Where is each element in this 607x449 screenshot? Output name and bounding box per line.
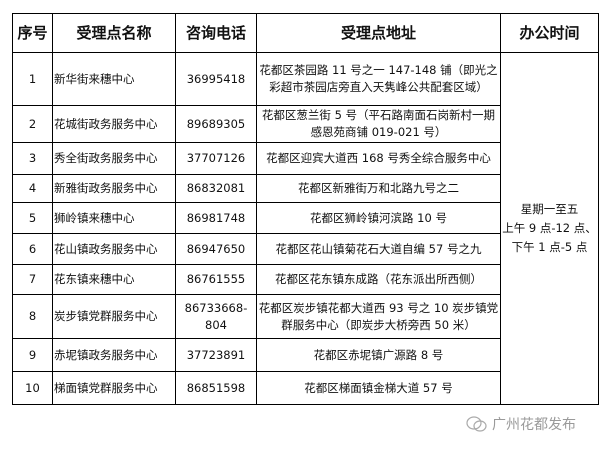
row-name: 梯面镇党群服务中心 <box>52 371 176 405</box>
row-name: 狮岭镇来穗中心 <box>52 202 176 234</box>
row-address: 花都区葱兰街 5 号（平石路南面石岗新村一期感恩苑商铺 019-021 号） <box>256 105 501 143</box>
row-address: 花都区茶园路 11 号之一 147-148 铺（即光之彩超市茶园店旁直入天隽峰公… <box>256 52 501 106</box>
row-address: 花都区梯面镇金梯大道 57 号 <box>256 371 501 405</box>
row-name: 新雅街政务服务中心 <box>52 174 176 203</box>
row-no: 6 <box>12 233 53 265</box>
row-address: 花都区狮岭镇河滨路 10 号 <box>256 202 501 234</box>
row-address: 花都区花东镇东成路（花东派出所西侧） <box>256 264 501 295</box>
row-phone: 86733668-804 <box>175 294 257 339</box>
row-address: 花都区花山镇菊花石大道自编 57 号之九 <box>256 233 501 265</box>
office-hours-line: 上午 9 点-12 点、 <box>502 221 597 235</box>
wechat-icon <box>466 416 487 432</box>
row-no: 3 <box>12 142 53 175</box>
row-no: 4 <box>12 174 53 203</box>
row-phone: 86832081 <box>175 174 257 203</box>
row-no: 9 <box>12 338 53 372</box>
watermark: 广州花都发布 <box>466 414 576 434</box>
table-row: 8 炭步镇党群服务中心 86733668-804 花都区炭步镇花都大道西 93 号之 … <box>12 294 599 339</box>
table-row: 1 新华街来穗中心 36995418 花都区茶园路 11 号之一 147-148 铺（… <box>12 52 599 405</box>
row-phone: 86761555 <box>175 264 257 295</box>
row-name: 花山镇政务服务中心 <box>52 233 176 265</box>
table-row: 10 梯面镇党群服务中心 86851598 花都区梯面镇金梯大道 57 号 <box>12 371 599 405</box>
row-phone: 89689305 <box>175 105 257 143</box>
row-name: 炭步镇党群服务中心 <box>52 294 176 339</box>
header-phone: 咨询电话 <box>175 13 257 53</box>
row-address: 花都区炭步镇花都大道西 93 号之 10 炭步镇党群服务中心（即炭步大桥旁西 5… <box>256 294 501 339</box>
watermark-text: 广州花都发布 <box>492 417 576 433</box>
table-row: 6 花山镇政务服务中心 86947650 花都区花山镇菊花石大道自编 57 号之九 <box>12 233 599 265</box>
table-row: 9 赤坭镇政务服务中心 37723891 花都区赤坭镇广源路 8 号 <box>12 338 599 372</box>
row-address: 花都区迎宾大道西 168 号秀全综合服务中心 <box>256 142 501 175</box>
row-phone: 86947650 <box>175 233 257 265</box>
row-phone: 37723891 <box>175 338 257 372</box>
service-points-table: 序号 受理点名称 咨询电话 受理点地址 办公时间 1 新华街来穗中心 3699541… <box>12 13 599 405</box>
office-hours-line: 星期一至五 <box>520 202 579 216</box>
header-name: 受理点名称 <box>52 13 176 53</box>
row-no: 8 <box>12 294 53 339</box>
row-no: 5 <box>12 202 53 234</box>
header-no: 序号 <box>12 13 53 53</box>
office-hours-line: 下午 1 点-5 点 <box>511 240 588 254</box>
table-row: 3 秀全街政务服务中心 37707126 花都区迎宾大道西 168 号秀全综合服务中心 <box>12 142 599 175</box>
row-name: 新华街来穗中心 <box>52 52 176 106</box>
header-address: 受理点地址 <box>256 13 501 53</box>
row-address: 花都区新雅街万和北路九号之二 <box>256 174 501 203</box>
table-row: 4 新雅街政务服务中心 86832081 花都区新雅街万和北路九号之二 <box>12 174 599 203</box>
row-name: 赤坭镇政务服务中心 <box>52 338 176 372</box>
row-no: 10 <box>12 371 53 405</box>
header-hours: 办公时间 <box>500 13 599 53</box>
row-phone: 86851598 <box>175 371 257 405</box>
row-name: 花东镇来穗中心 <box>52 264 176 295</box>
row-phone: 36995418 <box>175 52 257 106</box>
office-hours: 星期一至五上午 9 点-12 点、 下午 1 点-5 点 <box>500 52 599 405</box>
row-name: 秀全街政务服务中心 <box>52 142 176 175</box>
row-no: 7 <box>12 264 53 295</box>
row-no: 2 <box>12 105 53 143</box>
table-header-row: 序号 受理点名称 咨询电话 受理点地址 办公时间 <box>12 13 599 53</box>
row-no: 1 <box>12 52 53 106</box>
row-phone: 37707126 <box>175 142 257 175</box>
row-phone: 86981748 <box>175 202 257 234</box>
row-name: 花城街政务服务中心 <box>52 105 176 143</box>
table-row: 5 狮岭镇来穗中心 86981748 花都区狮岭镇河滨路 10 号 <box>12 202 599 234</box>
row-address: 花都区赤坭镇广源路 8 号 <box>256 338 501 372</box>
